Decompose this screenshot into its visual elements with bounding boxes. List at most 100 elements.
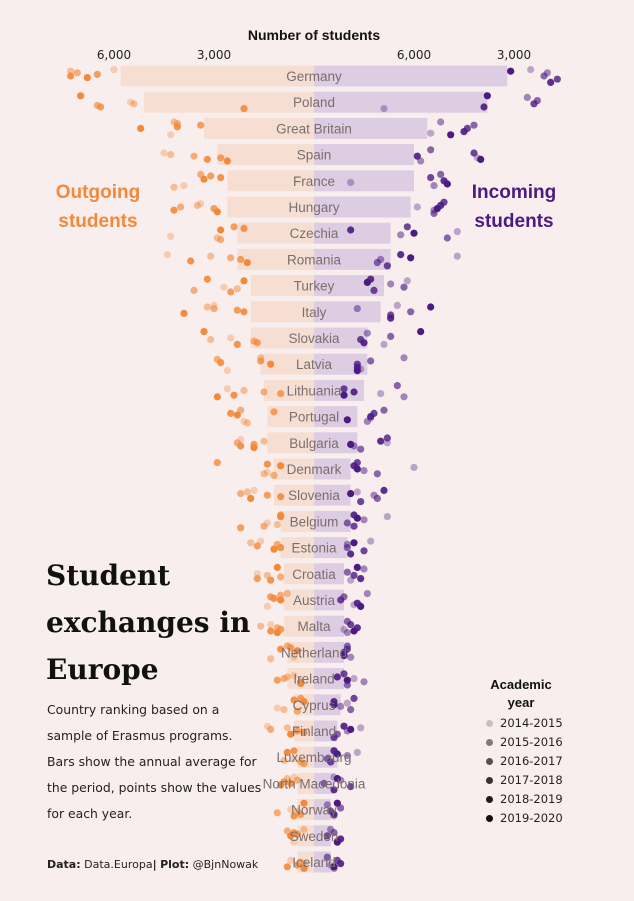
point-outgoing: [207, 336, 215, 344]
point-incoming: [360, 547, 368, 555]
point-incoming: [337, 702, 345, 711]
point-outgoing: [170, 183, 178, 191]
point-incoming: [337, 596, 345, 604]
point-incoming: [360, 516, 368, 524]
country-label: Iceland: [292, 855, 336, 870]
point-incoming: [363, 329, 371, 337]
point-incoming: [367, 413, 375, 421]
country-label: Croatia: [292, 567, 336, 582]
point-incoming: [350, 694, 358, 703]
point-incoming: [427, 303, 435, 311]
bar-incoming: [314, 668, 344, 690]
bar-incoming: [314, 379, 364, 401]
point-outgoing: [290, 747, 298, 755]
country-label: Poland: [293, 95, 335, 110]
bar-incoming: [314, 432, 358, 454]
point-outgoing: [243, 488, 251, 496]
point-outgoing: [287, 730, 295, 738]
point-incoming: [377, 437, 385, 445]
country-label: Malta: [297, 619, 331, 634]
point-incoming: [367, 537, 375, 545]
point-incoming: [477, 155, 485, 163]
point-incoming: [447, 131, 455, 139]
point-incoming: [327, 758, 335, 766]
point-outgoing: [287, 779, 295, 788]
point-outgoing: [267, 576, 275, 584]
bar-incoming: [314, 222, 391, 244]
point-incoming: [343, 752, 351, 760]
country-label: Estonia: [291, 541, 337, 556]
point-incoming: [453, 228, 461, 236]
point-outgoing: [283, 748, 291, 757]
point-outgoing: [283, 863, 291, 871]
point-incoming: [353, 305, 361, 313]
country-label: Belgium: [290, 514, 339, 529]
country-label: Great Britain: [276, 121, 352, 136]
point-incoming: [387, 332, 395, 340]
point-outgoing: [273, 563, 281, 572]
point-outgoing: [290, 755, 298, 763]
legend-year-label: 2017-2018: [500, 773, 563, 787]
point-outgoing: [97, 103, 105, 111]
country-label: Luxembourg: [276, 750, 351, 765]
legend-year-label: 2016-2017: [500, 754, 563, 768]
point-outgoing: [250, 486, 258, 494]
point-outgoing: [263, 491, 271, 499]
point-incoming: [407, 308, 415, 316]
page-title: Student exchanges in Europe: [46, 559, 251, 686]
point-incoming: [333, 799, 341, 807]
point-incoming: [360, 565, 368, 573]
point-incoming: [553, 75, 561, 83]
point-incoming: [373, 259, 381, 267]
point-outgoing: [240, 224, 248, 232]
point-outgoing: [247, 539, 255, 547]
point-outgoing: [250, 444, 258, 452]
country-label: Hungary: [288, 200, 339, 215]
bar-outgoing: [267, 406, 314, 428]
point-outgoing: [240, 386, 248, 394]
outgoing-label: Outgoing students: [55, 182, 141, 232]
legend-dot-icon: [486, 814, 493, 822]
point-outgoing: [110, 66, 118, 74]
point-outgoing: [137, 124, 145, 132]
point-incoming: [470, 149, 478, 157]
point-outgoing: [193, 201, 201, 209]
bar-outgoing: [120, 65, 315, 87]
point-incoming: [333, 775, 341, 783]
bar-outgoing: [217, 144, 314, 166]
country-label: Cyprus: [293, 698, 336, 713]
point-outgoing: [240, 105, 248, 113]
point-incoming: [437, 170, 445, 178]
point-incoming: [350, 539, 358, 547]
country-label: Portugal: [289, 410, 339, 425]
point-outgoing: [277, 462, 285, 470]
point-outgoing: [287, 856, 295, 865]
point-outgoing: [253, 575, 261, 583]
point-outgoing: [297, 810, 305, 819]
point-incoming: [347, 178, 355, 186]
point-incoming: [470, 121, 478, 129]
point-outgoing: [223, 157, 231, 165]
point-incoming: [323, 801, 331, 809]
bar-outgoing: [250, 327, 314, 349]
bar-incoming: [314, 510, 351, 532]
point-outgoing: [260, 470, 268, 478]
point-incoming: [323, 832, 331, 840]
point-outgoing: [200, 175, 208, 183]
bar-outgoing: [280, 510, 314, 532]
tick-label-left: 3,000: [197, 48, 231, 62]
bar-incoming: [314, 589, 344, 611]
legend-dot-icon: [486, 795, 493, 803]
point-incoming: [403, 277, 411, 285]
bar-incoming: [314, 170, 414, 192]
point-outgoing: [240, 277, 248, 285]
point-outgoing: [273, 521, 281, 529]
description: Country ranking based on a sample of Era…: [47, 702, 262, 821]
bar-outgoing: [250, 301, 314, 323]
legend-year-label: 2018-2019: [500, 792, 563, 806]
point-outgoing: [280, 675, 288, 683]
point-outgoing: [263, 602, 271, 611]
point-outgoing: [190, 286, 198, 294]
point-outgoing: [223, 385, 231, 393]
